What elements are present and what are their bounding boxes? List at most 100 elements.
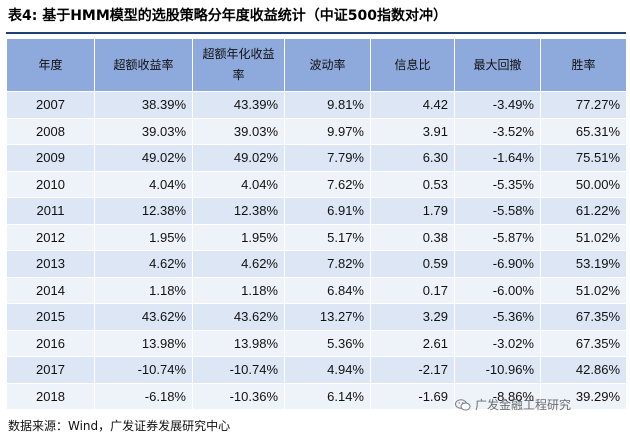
cell-max-drawdown: -1.64% xyxy=(454,144,541,172)
table-row: 2011 12.38% 12.38% 6.91% 1.79 -5.58% 61.22% xyxy=(6,197,627,225)
header-max-drawdown: 最大回撤 xyxy=(454,38,541,92)
cell-excess-return: -6.18% xyxy=(94,382,193,410)
cell-year: 2017 xyxy=(6,356,95,384)
table-row: 2007 38.39% 43.39% 9.81% 4.42 -3.49% 77.27% xyxy=(6,91,627,119)
cell-excess-return: 1.18% xyxy=(94,276,193,304)
cell-win-rate: 67.35% xyxy=(540,303,627,331)
cell-information-ratio: 3.91 xyxy=(370,117,455,145)
cell-annualized-excess-return: 39.03% xyxy=(192,117,285,145)
cell-year: 2007 xyxy=(6,91,95,119)
cell-year: 2018 xyxy=(6,382,95,410)
cell-information-ratio: 4.42 xyxy=(370,91,455,119)
cell-volatility: 13.27% xyxy=(284,303,371,331)
title-divider xyxy=(6,32,626,34)
cell-win-rate: 75.51% xyxy=(540,144,627,172)
cell-volatility: 7.82% xyxy=(284,250,371,278)
cell-win-rate: 77.27% xyxy=(540,91,627,119)
cell-excess-return: 12.38% xyxy=(94,197,193,225)
header-information-ratio: 信息比 xyxy=(370,38,455,92)
header-year: 年度 xyxy=(6,38,95,92)
cell-information-ratio: -1.69 xyxy=(370,382,455,410)
cell-information-ratio: 0.38 xyxy=(370,223,455,251)
cell-year: 2010 xyxy=(6,170,95,198)
cell-information-ratio: 0.53 xyxy=(370,170,455,198)
table-row: 2012 1.95% 1.95% 5.17% 0.38 -5.87% 51.02% xyxy=(6,223,627,251)
cell-excess-return: 38.39% xyxy=(94,91,193,119)
header-win-rate: 胜率 xyxy=(540,38,627,92)
cell-annualized-excess-return: 49.02% xyxy=(192,144,285,172)
cell-win-rate: 67.35% xyxy=(540,329,627,357)
cell-max-drawdown: -5.36% xyxy=(454,303,541,331)
cell-win-rate: 51.02% xyxy=(540,223,627,251)
wechat-icon xyxy=(455,398,471,410)
table-row: 2016 13.98% 13.98% 5.36% 2.61 -3.02% 67.35% xyxy=(6,329,627,357)
cell-annualized-excess-return: -10.36% xyxy=(192,382,285,410)
cell-max-drawdown: -5.87% xyxy=(454,223,541,251)
cell-max-drawdown: -5.35% xyxy=(454,170,541,198)
cell-annualized-excess-return: 43.39% xyxy=(192,91,285,119)
cell-excess-return: 4.04% xyxy=(94,170,193,198)
cell-annualized-excess-return: -10.74% xyxy=(192,356,285,384)
cell-year: 2009 xyxy=(6,144,95,172)
cell-max-drawdown: -3.02% xyxy=(454,329,541,357)
header-excess-return: 超额收益率 xyxy=(94,38,193,92)
table-row: 2018 -6.18% -10.36% 6.14% -1.69 -8.86% 39.29% xyxy=(6,382,627,410)
cell-information-ratio: 6.30 xyxy=(370,144,455,172)
cell-max-drawdown: -6.00% xyxy=(454,276,541,304)
cell-annualized-excess-return: 13.98% xyxy=(192,329,285,357)
cell-excess-return: 4.62% xyxy=(94,250,193,278)
table-body: 2007 38.39% 43.39% 9.81% 4.42 -3.49% 77.27% 200… xyxy=(6,91,627,410)
cell-year: 2011 xyxy=(6,197,95,225)
cell-information-ratio: 0.17 xyxy=(370,276,455,304)
cell-excess-return: 39.03% xyxy=(94,117,193,145)
cell-max-drawdown: -3.49% xyxy=(454,91,541,119)
cell-year: 2008 xyxy=(6,117,95,145)
cell-win-rate: 51.02% xyxy=(540,276,627,304)
cell-annualized-excess-return: 1.95% xyxy=(192,223,285,251)
table-row: 2013 4.62% 4.62% 7.82% 0.59 -6.90% 53.19% xyxy=(6,250,627,278)
cell-excess-return: 1.95% xyxy=(94,223,193,251)
cell-information-ratio: 1.79 xyxy=(370,197,455,225)
header-annualized-excess-return: 超额年化收益率 xyxy=(192,38,285,92)
table-row: 2009 49.02% 49.02% 7.79% 6.30 -1.64% 75.51% xyxy=(6,144,627,172)
cell-year: 2016 xyxy=(6,329,95,357)
cell-information-ratio: 0.59 xyxy=(370,250,455,278)
cell-volatility: 7.79% xyxy=(284,144,371,172)
cell-annualized-excess-return: 43.62% xyxy=(192,303,285,331)
cell-win-rate: 39.29% xyxy=(540,382,627,410)
cell-volatility: 6.91% xyxy=(284,197,371,225)
cell-year: 2014 xyxy=(6,276,95,304)
cell-excess-return: 43.62% xyxy=(94,303,193,331)
cell-volatility: 9.81% xyxy=(284,91,371,119)
table-title: 表4: 基于HMM模型的选股策略分年度收益统计（中证500指数对冲） xyxy=(8,8,448,24)
cell-volatility: 5.17% xyxy=(284,223,371,251)
cell-win-rate: 61.22% xyxy=(540,197,627,225)
cell-excess-return: 49.02% xyxy=(94,144,193,172)
cell-win-rate: 42.86% xyxy=(540,356,627,384)
cell-volatility: 9.97% xyxy=(284,117,371,145)
cell-year: 2015 xyxy=(6,303,95,331)
table-row: 2008 39.03% 39.03% 9.97% 3.91 -3.52% 65.31% xyxy=(6,117,627,145)
source-note: 数据来源：Wind，广发证券发展研究中心 xyxy=(8,419,231,433)
cell-max-drawdown: -6.90% xyxy=(454,250,541,278)
cell-information-ratio: 3.29 xyxy=(370,303,455,331)
table-header-row: 年度 超额收益率 超额年化收益率 波动率 信息比 最大回撤 胜率 xyxy=(6,38,627,92)
cell-information-ratio: 2.61 xyxy=(370,329,455,357)
cell-win-rate: 53.19% xyxy=(540,250,627,278)
cell-year: 2013 xyxy=(6,250,95,278)
cell-max-drawdown: -5.58% xyxy=(454,197,541,225)
annual-returns-table: 年度 超额收益率 超额年化收益率 波动率 信息比 最大回撤 胜率 2007 38.… xyxy=(6,38,627,410)
header-volatility: 波动率 xyxy=(284,38,371,92)
cell-volatility: 7.62% xyxy=(284,170,371,198)
cell-volatility: 6.84% xyxy=(284,276,371,304)
cell-excess-return: -10.74% xyxy=(94,356,193,384)
table-row: 2014 1.18% 1.18% 6.84% 0.17 -6.00% 51.02% xyxy=(6,276,627,304)
cell-excess-return: 13.98% xyxy=(94,329,193,357)
cell-annualized-excess-return: 12.38% xyxy=(192,197,285,225)
cell-max-drawdown: -10.96% xyxy=(454,356,541,384)
table-row: 2010 4.04% 4.04% 7.62% 0.53 -5.35% 50.00% xyxy=(6,170,627,198)
cell-max-drawdown: -3.52% xyxy=(454,117,541,145)
table-row: 2017 -10.74% -10.74% 4.94% -2.17 -10.96% 42.86… xyxy=(6,356,627,384)
cell-annualized-excess-return: 4.62% xyxy=(192,250,285,278)
cell-annualized-excess-return: 1.18% xyxy=(192,276,285,304)
